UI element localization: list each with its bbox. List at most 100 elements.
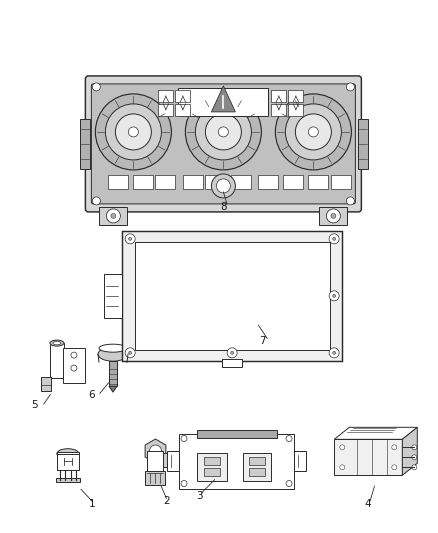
Circle shape xyxy=(125,348,135,358)
FancyBboxPatch shape xyxy=(184,175,203,189)
Circle shape xyxy=(181,435,187,441)
Ellipse shape xyxy=(57,449,79,459)
FancyBboxPatch shape xyxy=(197,430,276,438)
Circle shape xyxy=(331,213,336,219)
Circle shape xyxy=(231,351,233,354)
Polygon shape xyxy=(109,386,117,392)
FancyBboxPatch shape xyxy=(175,90,191,102)
Circle shape xyxy=(346,197,354,205)
FancyBboxPatch shape xyxy=(122,231,342,361)
FancyBboxPatch shape xyxy=(222,359,242,367)
FancyBboxPatch shape xyxy=(308,175,328,189)
Circle shape xyxy=(71,352,77,358)
FancyBboxPatch shape xyxy=(332,175,351,189)
FancyBboxPatch shape xyxy=(167,451,179,471)
FancyBboxPatch shape xyxy=(148,451,163,471)
Circle shape xyxy=(129,351,132,354)
FancyBboxPatch shape xyxy=(283,175,304,189)
Circle shape xyxy=(71,365,77,371)
FancyBboxPatch shape xyxy=(272,90,286,102)
FancyBboxPatch shape xyxy=(108,175,128,189)
FancyBboxPatch shape xyxy=(99,207,127,225)
Text: 1: 1 xyxy=(88,499,95,508)
FancyBboxPatch shape xyxy=(204,457,219,465)
FancyBboxPatch shape xyxy=(258,175,279,189)
Polygon shape xyxy=(212,86,235,112)
FancyBboxPatch shape xyxy=(178,88,268,116)
Polygon shape xyxy=(334,439,402,475)
Circle shape xyxy=(212,174,235,198)
Circle shape xyxy=(111,213,116,219)
FancyBboxPatch shape xyxy=(56,478,80,482)
Circle shape xyxy=(92,197,100,205)
Circle shape xyxy=(219,127,228,137)
FancyBboxPatch shape xyxy=(109,361,117,386)
Circle shape xyxy=(106,209,120,223)
Circle shape xyxy=(286,481,292,487)
Text: 6: 6 xyxy=(88,391,95,400)
FancyBboxPatch shape xyxy=(134,175,153,189)
Circle shape xyxy=(329,348,339,358)
Circle shape xyxy=(412,445,417,450)
FancyBboxPatch shape xyxy=(205,175,226,189)
FancyBboxPatch shape xyxy=(288,104,304,116)
Circle shape xyxy=(95,94,171,170)
FancyBboxPatch shape xyxy=(134,242,330,350)
Circle shape xyxy=(332,294,336,297)
FancyBboxPatch shape xyxy=(175,104,191,116)
Circle shape xyxy=(181,481,187,487)
Circle shape xyxy=(128,127,138,137)
FancyBboxPatch shape xyxy=(243,453,271,481)
FancyBboxPatch shape xyxy=(272,104,286,116)
Text: 3: 3 xyxy=(196,491,203,500)
Circle shape xyxy=(329,291,339,301)
FancyBboxPatch shape xyxy=(358,119,368,169)
FancyBboxPatch shape xyxy=(50,343,64,378)
Polygon shape xyxy=(334,427,417,439)
FancyBboxPatch shape xyxy=(159,90,173,102)
Circle shape xyxy=(227,348,237,358)
Circle shape xyxy=(115,114,152,150)
FancyBboxPatch shape xyxy=(41,377,51,391)
Circle shape xyxy=(332,351,336,354)
FancyBboxPatch shape xyxy=(104,274,122,318)
Circle shape xyxy=(326,209,340,223)
Circle shape xyxy=(412,455,417,460)
Circle shape xyxy=(286,104,341,160)
Circle shape xyxy=(106,104,161,160)
Circle shape xyxy=(286,435,292,441)
FancyBboxPatch shape xyxy=(85,76,361,212)
FancyBboxPatch shape xyxy=(179,433,294,489)
Circle shape xyxy=(92,83,100,91)
FancyBboxPatch shape xyxy=(57,451,79,470)
Text: 5: 5 xyxy=(31,400,38,410)
Circle shape xyxy=(392,465,397,470)
Circle shape xyxy=(185,94,261,170)
FancyBboxPatch shape xyxy=(204,467,219,475)
Circle shape xyxy=(392,445,397,450)
Circle shape xyxy=(195,104,251,160)
FancyBboxPatch shape xyxy=(159,104,173,116)
Ellipse shape xyxy=(50,340,64,346)
FancyBboxPatch shape xyxy=(197,453,226,481)
Circle shape xyxy=(295,114,332,150)
Text: 8: 8 xyxy=(220,202,227,212)
Text: 7: 7 xyxy=(259,336,266,346)
Polygon shape xyxy=(402,427,417,475)
FancyBboxPatch shape xyxy=(81,119,90,169)
Circle shape xyxy=(205,114,241,150)
Polygon shape xyxy=(145,439,166,463)
Circle shape xyxy=(308,127,318,137)
Circle shape xyxy=(340,445,345,450)
FancyBboxPatch shape xyxy=(288,90,304,102)
Circle shape xyxy=(129,237,132,240)
Circle shape xyxy=(276,94,351,170)
FancyBboxPatch shape xyxy=(92,84,355,204)
FancyBboxPatch shape xyxy=(155,175,175,189)
Circle shape xyxy=(329,234,339,244)
FancyBboxPatch shape xyxy=(294,451,306,471)
FancyBboxPatch shape xyxy=(319,207,347,225)
Circle shape xyxy=(412,465,417,470)
FancyBboxPatch shape xyxy=(231,175,251,189)
Circle shape xyxy=(125,234,135,244)
